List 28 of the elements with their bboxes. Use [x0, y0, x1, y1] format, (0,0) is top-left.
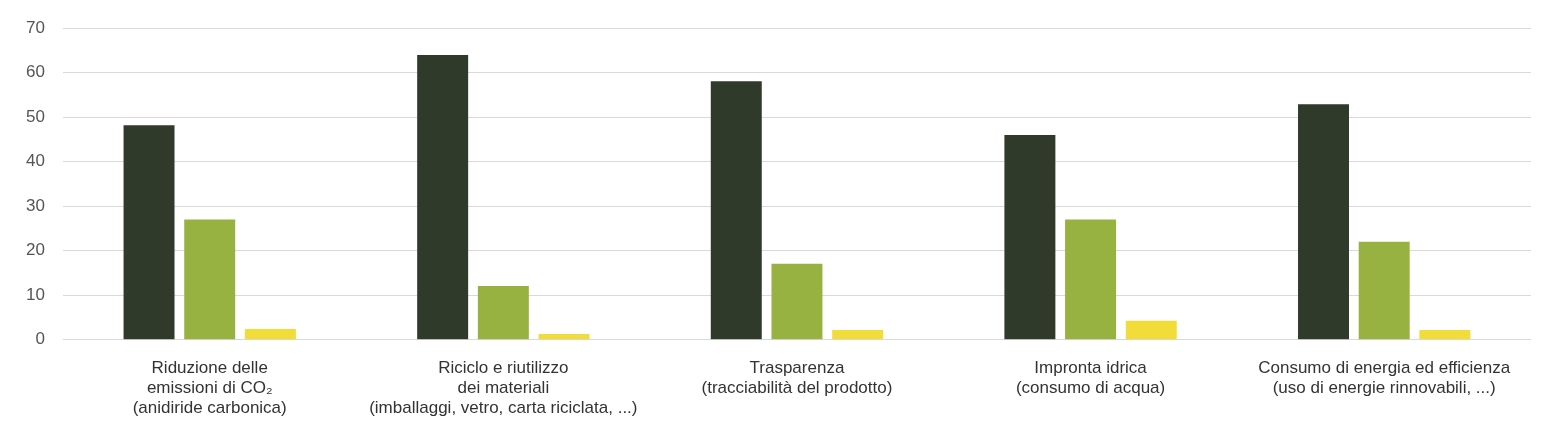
- x-tick-label: Consumo di energia ed efficienza (uso di energie rinnovabili, ...): [1258, 357, 1511, 398]
- bar: [771, 263, 823, 340]
- x-tick-label: Impronta idrica (consumo di acqua): [1015, 357, 1166, 398]
- bar: [123, 125, 175, 340]
- bar: [710, 81, 762, 340]
- y-tick-label: 10: [25, 284, 45, 304]
- y-tick-label: 40: [25, 151, 45, 171]
- x-tick-label: Trasparenza (tracciabilità del prodotto): [701, 357, 893, 398]
- y-tick-label: 20: [25, 240, 45, 260]
- x-tick-label: Riciclo e riutilizzo dei materiali (imballaggi, vetro, carta riciclata, ...): [369, 357, 638, 418]
- bar: [184, 219, 236, 340]
- y-tick-label: 70: [25, 17, 45, 37]
- y-tick-label: 60: [25, 62, 45, 82]
- bar: [1298, 104, 1349, 340]
- x-tick-label: Riduzione delle emissioni di CO₂ (anidiride carbonica): [132, 357, 287, 418]
- bar: [1419, 330, 1471, 340]
- y-tick-label: 50: [25, 106, 45, 126]
- bar: [1358, 241, 1410, 340]
- bar: [417, 54, 469, 340]
- bar: [832, 330, 884, 340]
- y-tick-label: 0: [35, 329, 45, 349]
- bar: [1125, 320, 1177, 340]
- bar: [477, 285, 529, 340]
- bar: [1065, 219, 1117, 340]
- bar: [538, 334, 590, 340]
- bar: [1004, 135, 1056, 340]
- bar: [244, 329, 296, 340]
- y-tick-label: 30: [25, 195, 45, 215]
